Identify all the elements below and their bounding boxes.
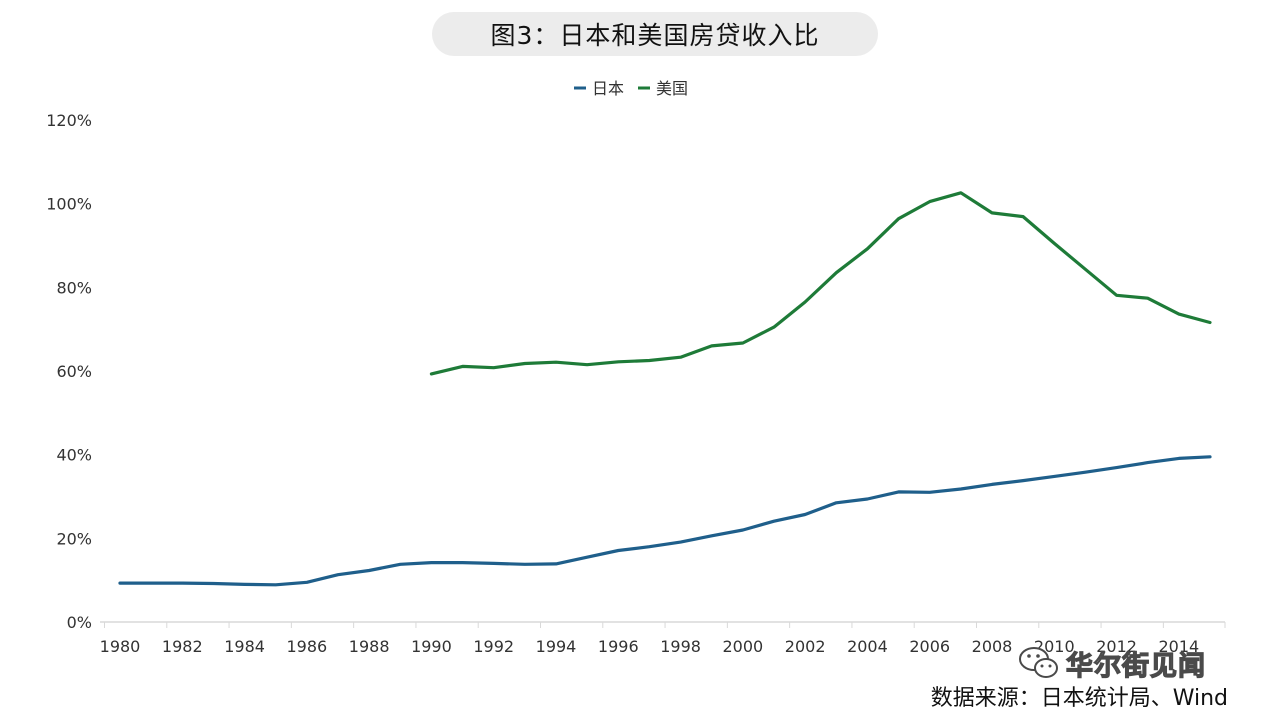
x-tick-label: 1988 bbox=[349, 637, 390, 656]
series-lines bbox=[118, 191, 1212, 587]
x-tick-label: 1992 bbox=[473, 637, 514, 656]
x-tick-label: 2006 bbox=[909, 637, 950, 656]
x-tick-label: 1986 bbox=[286, 637, 327, 656]
y-tick-label: 40% bbox=[56, 446, 92, 465]
y-axis-ticks: 0% 20% 40% 60% 80% 100% 120% bbox=[46, 111, 92, 632]
y-tick-label: 0% bbox=[67, 613, 92, 632]
x-tick-label: 1998 bbox=[660, 637, 701, 656]
data-source: 数据来源：日本统计局、Wind bbox=[930, 686, 1228, 711]
x-tick-label: 2012 bbox=[1096, 637, 1137, 656]
x-tick-label: 2000 bbox=[722, 637, 763, 656]
y-tick-label: 60% bbox=[56, 362, 92, 381]
series-line-japan bbox=[118, 455, 1212, 587]
x-tick-label: 1990 bbox=[411, 637, 452, 656]
x-tick-label: 2002 bbox=[785, 637, 826, 656]
chart-title: 图3：日本和美国房贷收入比 bbox=[432, 12, 878, 56]
x-tick-label: 2004 bbox=[847, 637, 888, 656]
legend: 日本 美国 bbox=[574, 79, 688, 98]
watermark: 华尔街见闻 bbox=[1018, 643, 1206, 683]
x-tick-label: 1996 bbox=[598, 637, 639, 656]
y-tick-label: 80% bbox=[56, 278, 92, 297]
y-tick-label: 120% bbox=[46, 111, 92, 130]
watermark-text: 华尔街见闻 bbox=[1065, 650, 1206, 682]
x-tick-label: 2008 bbox=[972, 637, 1013, 656]
wechat-icon bbox=[1019, 647, 1058, 678]
x-tick-label: 1980 bbox=[100, 637, 141, 656]
legend-label: 日本 bbox=[592, 79, 624, 98]
y-tick-label: 20% bbox=[56, 529, 92, 548]
x-tick-label: 1982 bbox=[162, 637, 203, 656]
x-tick-label: 1994 bbox=[536, 637, 577, 656]
x-axis-ticks: 1980 1982 1984 1986 1988 1990 1992 1994 1996 1998… bbox=[100, 622, 1226, 656]
x-tick-label: 2014 bbox=[1158, 637, 1199, 656]
legend-label: 美国 bbox=[656, 79, 688, 98]
y-tick-label: 100% bbox=[46, 195, 92, 214]
x-tick-label: 1984 bbox=[224, 637, 265, 656]
series-line-usa bbox=[429, 191, 1212, 376]
